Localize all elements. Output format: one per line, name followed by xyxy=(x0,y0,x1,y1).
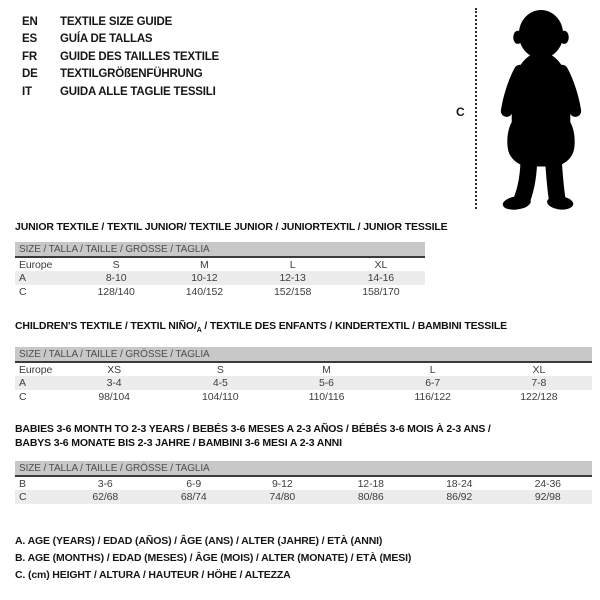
measure-legend: A. AGE (YEARS) / EDAD (AÑOS) / ÂGE (ANS)… xyxy=(15,533,411,584)
cell: S xyxy=(112,258,120,271)
babies-table-title: BABIES 3-6 MONTH TO 2-3 YEARS / BEBÉS 3-… xyxy=(15,423,491,450)
cell: 4-5 xyxy=(167,376,274,390)
children-title-pre: CHILDREN'S TEXTILE / TEXTIL NIÑO/ xyxy=(15,320,197,332)
cell: 104/110 xyxy=(202,391,239,403)
cell: 9-12 xyxy=(271,477,293,490)
table-row: C 98/104 104/110 110/116 116/122 122/128 xyxy=(15,390,592,404)
row-label: B xyxy=(19,477,26,490)
babies-title-line2: BABYS 3-6 MONATE BIS 2-3 JAHRE / BAMBINI… xyxy=(15,436,342,449)
toddler-silhouette-icon xyxy=(500,10,582,210)
language-list: EN TEXTILE SIZE GUIDE ES GUÍA DE TALLAS … xyxy=(22,13,219,101)
language-row-it: IT GUIDA ALLE TAGLIE TESSILI xyxy=(22,83,219,101)
row-label: C xyxy=(19,391,27,403)
table-row: Europe XS S M L XL xyxy=(15,362,592,376)
language-row-en: EN TEXTILE SIZE GUIDE xyxy=(22,13,219,31)
size-header-cell: SIZE / TALLA / TAILLE / GRÖSSE / TAGLIA xyxy=(15,347,592,363)
cell: L xyxy=(429,363,436,376)
cell: M xyxy=(322,363,331,376)
size-header-cell: SIZE / TALLA / TAILLE / GRÖSSE / TAGLIA xyxy=(15,242,425,258)
cell: 86/92 xyxy=(415,490,504,504)
babies-title-line1: BABIES 3-6 MONTH TO 2-3 YEARS / BEBÉS 3-… xyxy=(15,423,491,435)
cell: 18-24 xyxy=(446,477,473,490)
cell: M xyxy=(200,258,209,271)
language-title: TEXTILGRÖßENFÜHRUNG xyxy=(60,68,203,81)
language-title: GUIDE DES TAILLES TEXTILE xyxy=(60,50,219,63)
height-figure: C xyxy=(450,5,600,212)
cell: L xyxy=(289,258,296,271)
cell: 98/104 xyxy=(98,391,130,403)
babies-size-table: SIZE / TALLA / TAILLE / GRÖSSE / TAGLIA … xyxy=(15,461,592,504)
cell: 122/128 xyxy=(520,391,558,403)
language-code: IT xyxy=(22,85,32,98)
size-header-cell: SIZE / TALLA / TAILLE / GRÖSSE / TAGLIA xyxy=(15,461,592,477)
cell: 74/80 xyxy=(238,490,327,504)
cell: 10-12 xyxy=(160,271,249,285)
cell: 12-18 xyxy=(357,477,384,490)
language-row-es: ES GUÍA DE TALLAS xyxy=(22,31,219,49)
row-label: A xyxy=(15,376,61,390)
table-row: C 62/68 68/74 74/80 80/86 86/92 92/98 xyxy=(15,490,592,504)
cell: S xyxy=(216,363,224,376)
cell: 6-9 xyxy=(186,477,202,490)
height-measure-label: C xyxy=(456,105,465,119)
language-code: EN xyxy=(22,15,38,28)
legend-line-c: C. (cm) HEIGHT / ALTURA / HAUTEUR / HÖHE… xyxy=(15,569,291,581)
children-title-sub: A xyxy=(196,327,202,335)
row-label: C xyxy=(19,286,27,298)
cell: 3-6 xyxy=(97,477,113,490)
language-title: GUIDA ALLE TAGLIE TESSILI xyxy=(60,85,216,98)
size-header-row: SIZE / TALLA / TAILLE / GRÖSSE / TAGLIA xyxy=(15,242,425,258)
cell: 128/140 xyxy=(97,286,135,298)
height-measure-dotted-line xyxy=(475,8,477,209)
language-code: ES xyxy=(22,33,37,46)
cell: 110/116 xyxy=(308,391,345,403)
cell: 92/98 xyxy=(503,490,592,504)
language-title: TEXTILE SIZE GUIDE xyxy=(60,15,173,28)
language-code: FR xyxy=(22,50,37,63)
cell: 68/74 xyxy=(149,490,238,504)
table-row: A 3-4 4-5 5-6 6-7 7-8 xyxy=(15,376,592,390)
table-row: C 128/140 140/152 152/158 158/170 xyxy=(15,285,425,299)
cell: 5-6 xyxy=(273,376,380,390)
table-row: A 8-10 10-12 12-13 14-16 xyxy=(15,271,425,285)
language-title: GUÍA DE TALLAS xyxy=(60,33,153,46)
row-label: C xyxy=(15,490,61,504)
cell: 3-4 xyxy=(61,376,168,390)
table-row: B 3-6 6-9 9-12 12-18 18-24 24-36 xyxy=(15,476,592,490)
cell: XS xyxy=(107,363,121,376)
junior-size-table: SIZE / TALLA / TAILLE / GRÖSSE / TAGLIA … xyxy=(15,242,425,299)
cell: 6-7 xyxy=(379,376,486,390)
language-row-de: DE TEXTILGRÖßENFÜHRUNG xyxy=(22,66,219,84)
language-row-fr: FR GUIDE DES TAILLES TEXTILE xyxy=(22,48,219,66)
cell: 7-8 xyxy=(485,376,592,390)
cell: 140/152 xyxy=(185,286,223,298)
size-header-row: SIZE / TALLA / TAILLE / GRÖSSE / TAGLIA xyxy=(15,347,592,363)
legend-line-b: B. AGE (MONTHS) / EDAD (MESES) / ÂGE (MO… xyxy=(15,552,412,564)
cell: XL xyxy=(374,258,388,271)
junior-table-title: JUNIOR TEXTILE / TEXTIL JUNIOR/ TEXTILE … xyxy=(15,221,448,233)
children-title-post: / TEXTILE DES ENFANTS / KINDERTEXTIL / B… xyxy=(201,320,508,332)
language-code: DE xyxy=(22,68,38,81)
cell: 12-13 xyxy=(248,271,337,285)
legend-line-a: A. AGE (YEARS) / EDAD (AÑOS) / ÂGE (ANS)… xyxy=(15,535,383,547)
cell: 24-36 xyxy=(534,477,561,490)
cell: 8-10 xyxy=(72,271,161,285)
cell: 80/86 xyxy=(326,490,415,504)
size-header-row: SIZE / TALLA / TAILLE / GRÖSSE / TAGLIA xyxy=(15,461,592,477)
table-row: Europe S M L XL xyxy=(15,257,425,271)
row-label: Europe xyxy=(19,363,53,376)
cell: 152/158 xyxy=(273,286,312,298)
children-table-title: CHILDREN'S TEXTILE / TEXTIL NIÑO/A / TEX… xyxy=(15,320,507,338)
cell: 116/122 xyxy=(414,391,451,403)
cell: 14-16 xyxy=(336,271,425,285)
cell: 158/170 xyxy=(362,286,400,298)
row-label: A xyxy=(15,271,72,285)
cell: 62/68 xyxy=(61,490,150,504)
children-size-table: SIZE / TALLA / TAILLE / GRÖSSE / TAGLIA … xyxy=(15,347,592,404)
row-label: Europe xyxy=(19,258,53,271)
cell: XL xyxy=(532,363,546,376)
